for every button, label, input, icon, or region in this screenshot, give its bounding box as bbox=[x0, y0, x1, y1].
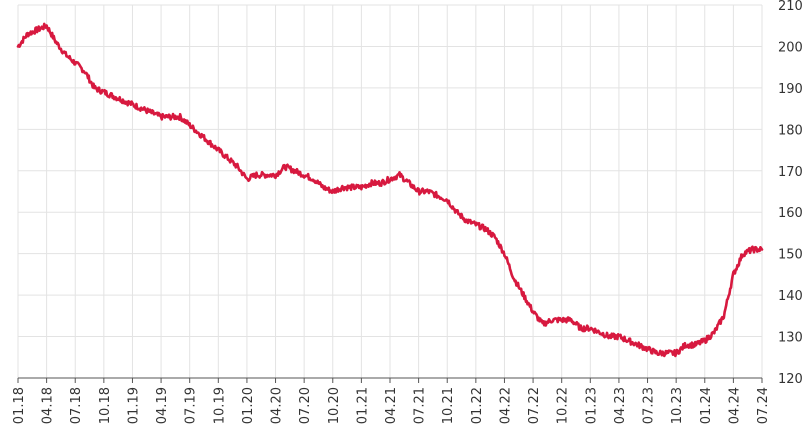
x-tick-label: 04.23 bbox=[613, 387, 628, 424]
y-tick-label: 150 bbox=[778, 248, 803, 263]
x-tick-label: 10.22 bbox=[556, 387, 571, 424]
x-tick-label: 07.20 bbox=[298, 387, 313, 424]
x-tick-label: 04.22 bbox=[498, 387, 513, 424]
x-tick-label: 04.18 bbox=[41, 387, 56, 424]
x-tick-label: 01.20 bbox=[241, 387, 256, 424]
x-tick-label: 01.18 bbox=[12, 387, 27, 424]
x-tick-label: 04.19 bbox=[155, 387, 170, 424]
x-tick-label: 04.24 bbox=[727, 387, 742, 424]
x-tick-label: 07.23 bbox=[642, 387, 657, 424]
y-tick-label: 160 bbox=[778, 206, 803, 221]
series-group bbox=[16, 22, 764, 358]
x-tick-label: 04.21 bbox=[384, 387, 399, 424]
x-tick-label: 01.21 bbox=[355, 387, 370, 424]
x-tick-label: 07.18 bbox=[69, 387, 84, 424]
y-tick-label: 130 bbox=[778, 331, 803, 346]
series-line bbox=[16, 22, 764, 358]
y-tick-label: 170 bbox=[778, 165, 803, 180]
x-tick-label: 07.24 bbox=[756, 387, 771, 424]
y-tick-label: 200 bbox=[778, 40, 803, 55]
x-tick-label: 10.19 bbox=[212, 387, 227, 424]
x-tick-label: 01.22 bbox=[470, 387, 485, 424]
x-tick-label: 01.24 bbox=[699, 387, 714, 424]
y-tick-label: 190 bbox=[778, 82, 803, 97]
y-tick-label: 210 bbox=[778, 0, 803, 14]
y-axis: 120 130 140 150 160 170 180 190 200 210 bbox=[778, 0, 803, 387]
x-tick-label: 07.21 bbox=[413, 387, 428, 424]
grid bbox=[17, 4, 763, 379]
x-axis: 01.18 04.18 07.18 10.18 01.19 04.19 07.19 10.19… bbox=[12, 377, 771, 424]
x-tick-label: 10.21 bbox=[441, 387, 456, 424]
x-tick-label: 10.18 bbox=[98, 387, 113, 424]
x-tick-label: 01.23 bbox=[584, 387, 599, 424]
x-tick-label: 01.19 bbox=[126, 387, 141, 424]
x-tick-label: 07.19 bbox=[184, 387, 199, 424]
x-tick-label: 04.20 bbox=[270, 387, 285, 424]
y-tick-label: 180 bbox=[778, 123, 803, 138]
y-tick-label: 140 bbox=[778, 289, 803, 304]
y-tick-label: 120 bbox=[778, 372, 803, 387]
x-tick-label: 10.23 bbox=[670, 387, 685, 424]
x-tick-label: 10.20 bbox=[327, 387, 342, 424]
x-tick-label: 07.22 bbox=[527, 387, 542, 424]
